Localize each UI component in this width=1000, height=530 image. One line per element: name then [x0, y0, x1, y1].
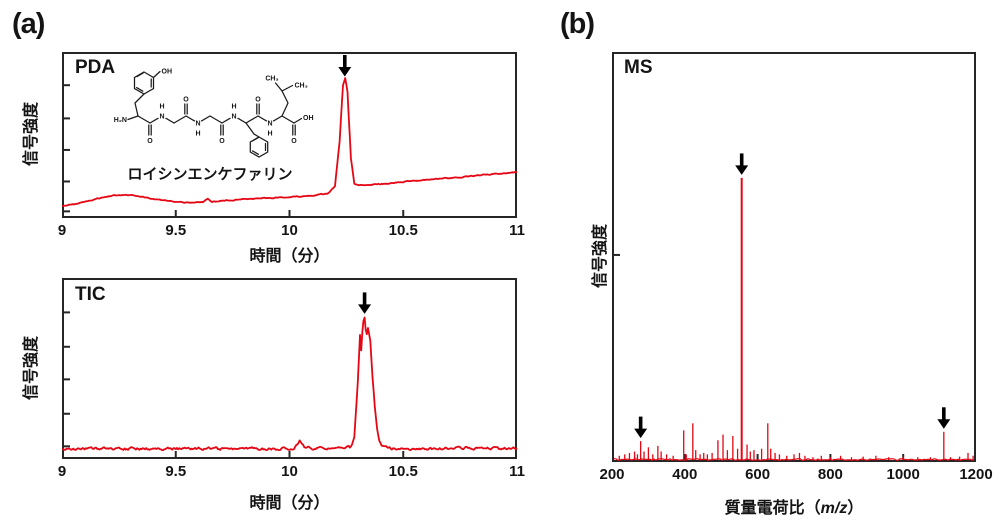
tic-trace: [61, 316, 518, 452]
tic-x-tick-label: 10: [281, 463, 298, 480]
arrow-head-icon: [735, 165, 749, 175]
atom-label: O: [255, 97, 261, 104]
ms-x-axis-label-prefix: 質量電荷比（: [724, 500, 821, 517]
tic-plot-frame: [62, 278, 517, 459]
arrow-stem: [942, 407, 946, 420]
arrow-head-icon: [937, 419, 951, 429]
atom-label: H: [231, 104, 236, 111]
ms-x-axis-label-suffix: ）: [847, 500, 864, 517]
down-arrow-marker: [634, 416, 648, 439]
atom-label: CH₃: [295, 83, 308, 90]
ms-x-tick-label: 400: [672, 466, 698, 483]
atom-label: OH: [303, 115, 314, 122]
ms-x-axis-label: 質量電荷比（m/z）: [612, 494, 976, 518]
ms-y-axis-label: 信号強度: [592, 224, 609, 289]
down-arrow-marker: [338, 54, 352, 77]
atom-label: H: [267, 131, 272, 138]
arrow-head-icon: [358, 304, 372, 314]
atom-label: H₂N: [114, 117, 127, 124]
pda-x-tick-label: 10.5: [388, 222, 418, 239]
tic-x-tick-label: 10.5: [388, 463, 418, 480]
ms-panel-label: MS: [624, 57, 653, 78]
arrow-head-icon: [634, 428, 648, 439]
atom-label: N: [195, 121, 200, 128]
ms-spectrum-plot: [612, 52, 976, 462]
tic-panel-label: TIC: [75, 284, 106, 305]
pda-x-tick-label: 9: [57, 222, 67, 239]
arrow-stem: [342, 54, 347, 68]
tic-x-tick-label: 9.5: [165, 463, 187, 480]
pda-x-tick-label: 10: [281, 222, 298, 239]
pda-x-tick-label: 11: [509, 222, 525, 239]
pda-chromatogram-plot: [61, 52, 518, 218]
pda-trace: [61, 77, 518, 207]
benzene-ring: [249, 136, 269, 158]
pda-y-axis-label: 信号強度: [23, 102, 40, 167]
tic-chromatogram-plot: [61, 278, 518, 459]
atom-label: CH₃: [265, 76, 278, 83]
atom-label: H: [159, 104, 164, 111]
ms-x-tick-label: 1200: [959, 466, 993, 483]
ms-x-axis-label-mz: m/z: [820, 500, 848, 517]
arrow-stem: [739, 153, 744, 166]
down-arrow-marker: [937, 407, 951, 429]
atom-label: O: [291, 138, 297, 145]
tic-x-axis-label: 時間（分）: [249, 495, 330, 512]
arrow-stem: [638, 416, 643, 430]
ms-x-tick-label: 800: [817, 466, 843, 483]
tic-x-tick-label: 9: [57, 463, 67, 480]
arrow-stem: [362, 292, 367, 305]
tic-y-axis-label: 信号強度: [23, 336, 40, 401]
atom-label: O: [183, 97, 189, 104]
panel-b-label: (b): [560, 8, 595, 40]
atom-label: OH: [162, 69, 173, 76]
atom-label: O: [147, 138, 153, 145]
down-arrow-marker: [358, 292, 372, 314]
chemical-structure: OH H₂N O N H O N H O N H O N H CH₃: [114, 69, 314, 158]
pda-x-axis-label: 時間（分）: [249, 248, 330, 265]
pda-x-tick-label: 9.5: [165, 222, 187, 239]
tic-x-tick-label: 11: [509, 463, 525, 480]
atom-label: N: [267, 121, 272, 128]
atom-label: O: [219, 138, 225, 145]
ms-x-tick-label: 600: [745, 466, 771, 483]
down-arrow-marker: [735, 153, 749, 175]
ms-plot-frame: [612, 52, 976, 462]
pda-panel-label: PDA: [75, 57, 116, 78]
atom-label: N: [231, 114, 236, 121]
atom-label: N: [159, 114, 164, 121]
ms-x-tick-label: 200: [599, 466, 625, 483]
pda-plot-frame: [62, 52, 517, 218]
atom-label: H: [195, 131, 200, 138]
ms-x-tick-label: 1000: [886, 466, 920, 483]
structure-caption: ロイシンエンケファリン: [127, 166, 293, 183]
panel-a-label: (a): [12, 8, 45, 40]
arrow-head-icon: [338, 66, 352, 77]
